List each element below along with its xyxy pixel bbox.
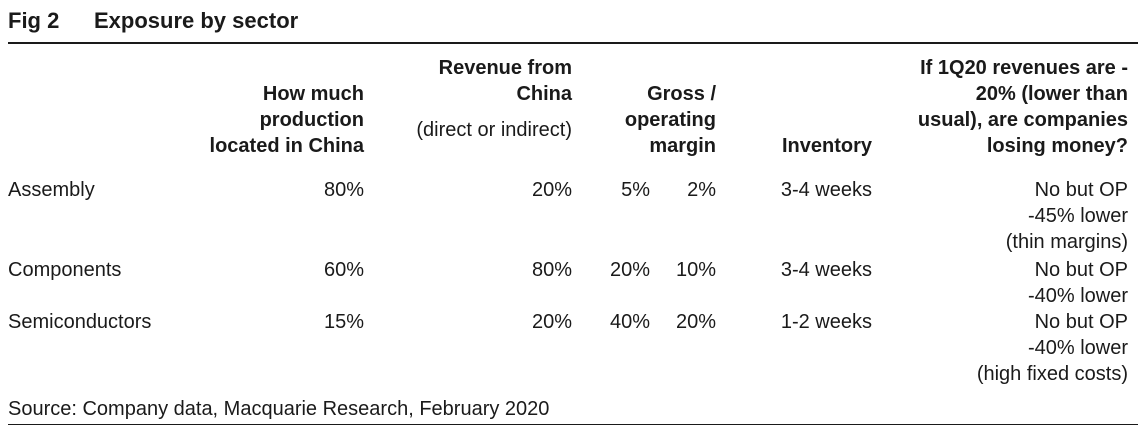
header-production: How much production located in China bbox=[209, 83, 364, 157]
row-semiconductors-gross-margin: 40% bbox=[609, 311, 650, 333]
row-assembly-gross-margin: 5% bbox=[621, 179, 650, 201]
row-components-losing-money: No but OP -40% lower bbox=[1027, 259, 1128, 307]
header-revenue: Revenue from China bbox=[438, 57, 572, 105]
bottom-rule bbox=[8, 424, 1138, 425]
row-components-operating-margin: 10% bbox=[675, 259, 716, 281]
header-inventory: Inventory bbox=[781, 135, 872, 157]
row-components-sector: Components bbox=[8, 259, 122, 281]
row-semiconductors-sector: Semiconductors bbox=[8, 311, 152, 333]
header-losing-money: If 1Q20 revenues are - 20% (lower than u… bbox=[917, 57, 1128, 157]
header-margin: Gross / operating margin bbox=[624, 83, 716, 157]
row-components-production: 60% bbox=[323, 259, 364, 281]
row-assembly-losing-money: No but OP -45% lower (thin margins) bbox=[1005, 179, 1128, 253]
row-components-gross-margin: 20% bbox=[609, 259, 650, 281]
row-semiconductors-revenue: 20% bbox=[531, 311, 572, 333]
header-revenue-sub: (direct or indirect) bbox=[416, 119, 572, 141]
figure-label: Fig 2 bbox=[8, 8, 60, 33]
row-components-revenue: 80% bbox=[531, 259, 572, 281]
figure-title-text: Exposure by sector bbox=[94, 8, 299, 33]
figure-title: Fig 2 Exposure by sector bbox=[8, 8, 298, 34]
row-semiconductors-losing-money: No but OP -40% lower (high fixed costs) bbox=[976, 311, 1128, 385]
source-note: Source: Company data, Macquarie Research… bbox=[8, 398, 550, 420]
row-components-inventory: 3-4 weeks bbox=[780, 259, 872, 281]
row-assembly-operating-margin: 2% bbox=[687, 179, 716, 201]
row-semiconductors-operating-margin: 20% bbox=[675, 311, 716, 333]
row-assembly-inventory: 3-4 weeks bbox=[780, 179, 872, 201]
title-rule bbox=[8, 42, 1138, 44]
row-assembly-production: 80% bbox=[323, 179, 364, 201]
row-assembly-revenue: 20% bbox=[531, 179, 572, 201]
row-assembly-sector: Assembly bbox=[8, 179, 95, 201]
row-semiconductors-production: 15% bbox=[323, 311, 364, 333]
row-semiconductors-inventory: 1-2 weeks bbox=[780, 311, 872, 333]
